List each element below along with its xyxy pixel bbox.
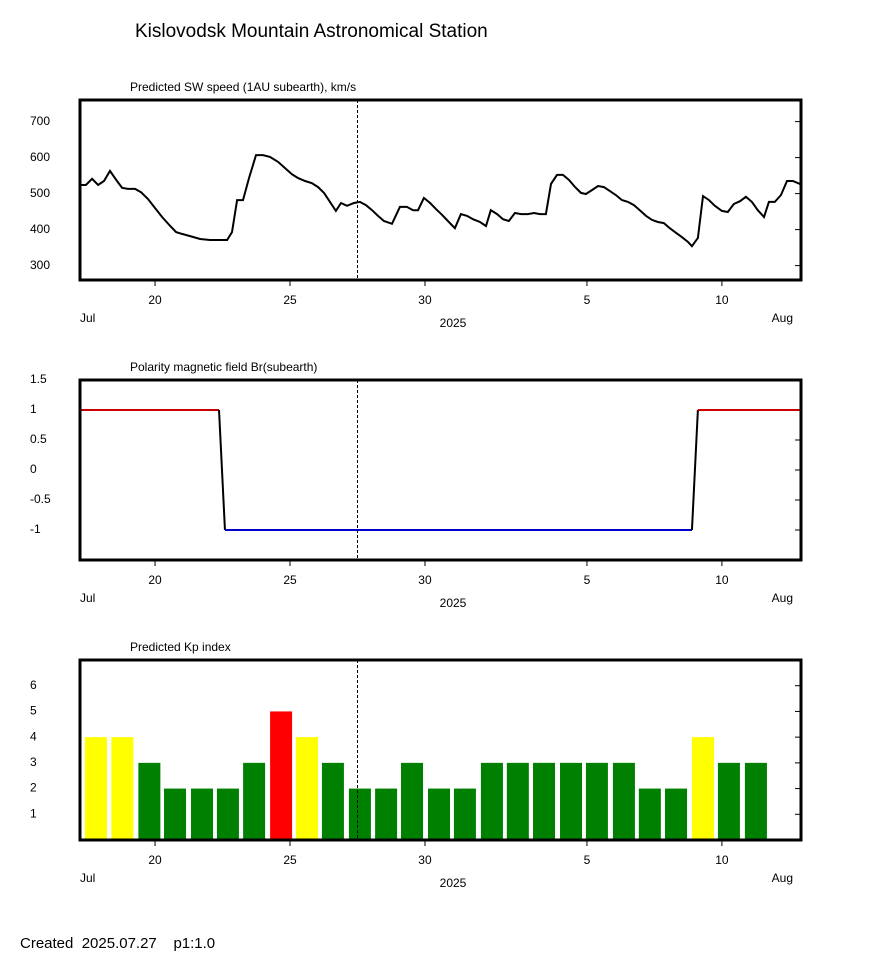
y-tick-label: -1 <box>30 522 41 536</box>
bar <box>243 762 266 840</box>
x-tick-label: 30 <box>418 573 432 587</box>
x-axis-label: 2025 <box>440 876 467 890</box>
bar <box>585 762 608 840</box>
bar <box>428 788 451 840</box>
chart-title: Predicted SW speed (1AU subearth), km/s <box>130 80 356 94</box>
x-tick-label: 25 <box>283 293 297 307</box>
data-line <box>80 154 801 248</box>
y-tick-label: 300 <box>30 258 50 272</box>
y-tick-label: 600 <box>30 150 50 164</box>
y-tick-label: 500 <box>30 186 50 200</box>
line-segment <box>690 409 699 531</box>
x-axis-label: Jul <box>80 311 95 325</box>
y-tick-label: -0.5 <box>30 492 51 506</box>
bar <box>638 788 661 840</box>
y-tick-label: 1.5 <box>30 372 47 386</box>
chart-title: Polarity magnetic field Br(subearth) <box>130 360 317 374</box>
bar <box>665 788 688 840</box>
bar <box>270 711 293 840</box>
x-axis-label: Aug <box>772 311 793 325</box>
y-tick-label: 0.5 <box>30 432 47 446</box>
bar <box>375 788 398 840</box>
x-tick-label: 25 <box>283 853 297 867</box>
x-tick-label: 30 <box>418 853 432 867</box>
bar <box>296 737 319 840</box>
bar <box>506 762 529 840</box>
x-axis-label: Aug <box>772 591 793 605</box>
bar <box>111 737 134 840</box>
bar <box>191 788 214 840</box>
x-tick-label: 20 <box>148 853 162 867</box>
y-tick-label: 4 <box>30 729 37 743</box>
y-tick-label: 6 <box>30 678 37 692</box>
chart-title: Predicted Kp index <box>130 640 231 654</box>
plot-frame <box>78 378 803 562</box>
line-segment <box>218 409 226 531</box>
y-tick-label: 5 <box>30 704 37 718</box>
bar <box>533 762 556 840</box>
x-axis-label: Jul <box>80 591 95 605</box>
x-tick-label: 10 <box>715 573 729 587</box>
bar <box>164 788 187 840</box>
bar <box>480 762 503 840</box>
y-tick-label: 1 <box>30 806 37 820</box>
y-tick-label: 2 <box>30 781 37 795</box>
bar <box>401 762 424 840</box>
y-tick-label: 700 <box>30 114 50 128</box>
bar <box>612 762 635 840</box>
x-axis-label: Aug <box>772 871 793 885</box>
y-tick-label: 0 <box>30 462 37 476</box>
x-tick-label: 20 <box>148 573 162 587</box>
page-title: Kislovodsk Mountain Astronomical Station <box>135 21 488 42</box>
plot-frame <box>78 98 803 282</box>
x-tick-label: 10 <box>715 853 729 867</box>
bar <box>453 788 476 840</box>
y-tick-label: 3 <box>30 755 37 769</box>
x-axis-label: 2025 <box>440 316 467 330</box>
bar <box>560 762 583 840</box>
x-tick-label: 25 <box>283 573 297 587</box>
bar <box>717 762 740 840</box>
bar <box>321 762 344 840</box>
x-tick-label: 5 <box>584 293 591 307</box>
bar <box>692 737 715 840</box>
bar <box>138 762 161 840</box>
x-tick-label: 20 <box>148 293 162 307</box>
x-tick-label: 10 <box>715 293 729 307</box>
x-tick-label: 5 <box>584 853 591 867</box>
x-tick-label: 30 <box>418 293 432 307</box>
bar <box>744 762 767 840</box>
plot-frame <box>78 658 803 842</box>
footer: Created 2025.07.27 p1:1.0 <box>20 935 215 952</box>
y-tick-label: 400 <box>30 222 50 236</box>
x-axis-label: Jul <box>80 871 95 885</box>
y-tick-label: 1 <box>30 402 37 416</box>
x-axis-label: 2025 <box>440 596 467 610</box>
bar <box>216 788 239 840</box>
bar <box>84 737 107 840</box>
x-tick-label: 5 <box>584 573 591 587</box>
bar <box>348 788 371 840</box>
